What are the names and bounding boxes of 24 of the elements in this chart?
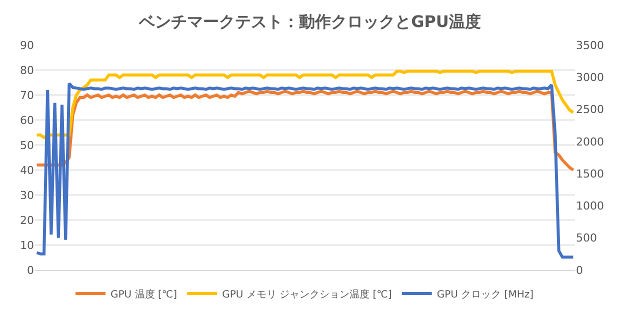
- y-tick-label: 70: [20, 88, 34, 102]
- y-tick-label: 90: [20, 38, 34, 52]
- y2-tick-label: 3500: [576, 38, 604, 52]
- legend-label: GPU クロック [MHz]: [436, 289, 534, 300]
- y-tick-label: 80: [20, 64, 34, 77]
- y2-tick-label: 0: [576, 264, 583, 277]
- line-series: [35, 70, 575, 139]
- y-tick-label: 10: [20, 238, 34, 252]
- y-tick-label: 0: [27, 264, 34, 277]
- y2-tick-label: 500: [576, 232, 597, 245]
- y2-tick-label: 3000: [576, 70, 604, 84]
- y-tick-label: 30: [20, 188, 34, 202]
- y2-tick-label: 1000: [576, 200, 604, 213]
- line-series: [35, 82, 575, 259]
- legend-label: GPU 温度 [℃]: [110, 288, 178, 300]
- y2-tick-label: 2000: [576, 135, 604, 148]
- y-tick-label: 40: [20, 164, 34, 177]
- chart-title: ベンチマークテスト：動作クロックとGPU温度: [138, 12, 481, 32]
- y-tick-label: 60: [20, 114, 34, 127]
- y2-tick-label: 2500: [576, 103, 604, 116]
- y2-tick-label: 1500: [576, 167, 604, 180]
- legend-label: GPU メモリ ジャンクション温度 [℃]: [222, 288, 392, 300]
- y-tick-label: 20: [20, 214, 34, 227]
- y-tick-label: 50: [20, 138, 34, 152]
